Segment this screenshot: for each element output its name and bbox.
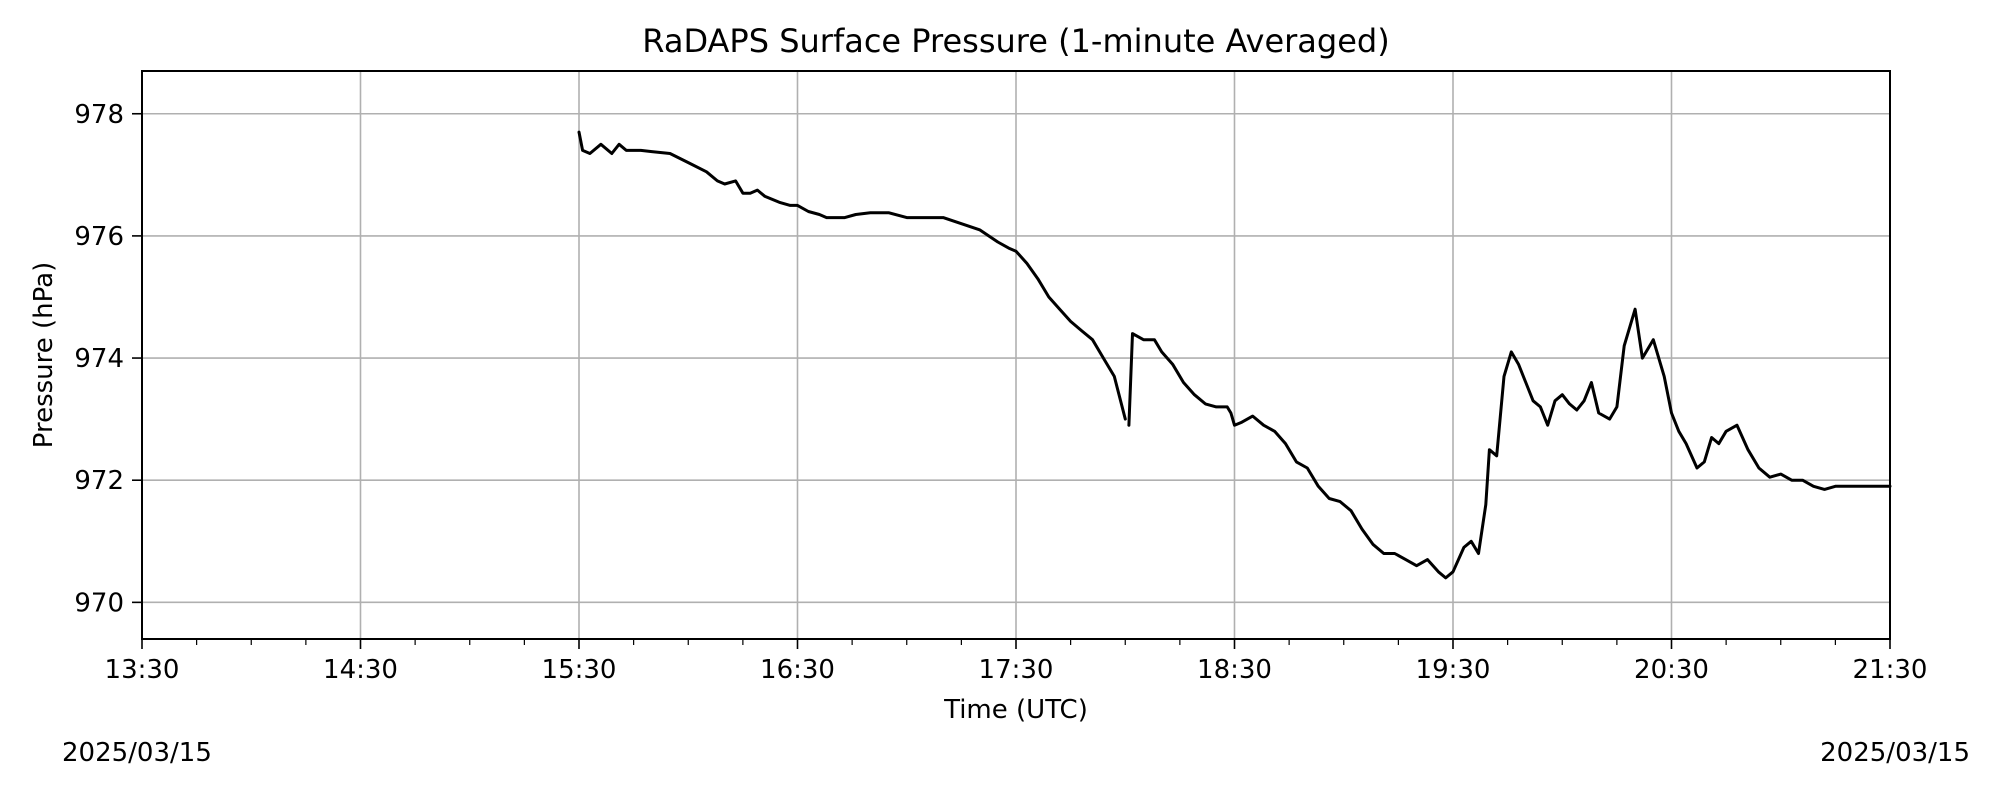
- x-tick-label: 15:30: [542, 655, 617, 685]
- y-axis-label: Pressure (hPa): [29, 262, 59, 449]
- y-tick-label: 974: [74, 344, 124, 374]
- y-tick-label: 970: [74, 588, 124, 618]
- chart-title: RaDAPS Surface Pressure (1-minute Averag…: [642, 22, 1389, 60]
- start-date-label: 2025/03/15: [62, 738, 212, 768]
- y-tick-label: 976: [74, 222, 124, 252]
- pressure-line-segment: [1127, 307, 1892, 580]
- y-tick-label: 978: [74, 100, 124, 130]
- x-axis-label: Time (UTC): [943, 695, 1088, 725]
- pressure-line-segment: [577, 130, 1127, 421]
- x-tick-label: 18:30: [1197, 655, 1272, 685]
- grid: [141, 71, 1891, 639]
- x-tick-label: 13:30: [105, 655, 180, 685]
- x-tick-label: 17:30: [979, 655, 1054, 685]
- y-tick-label: 972: [74, 466, 124, 496]
- x-tick-label: 20:30: [1634, 655, 1709, 685]
- end-date-label: 2025/03/15: [1820, 738, 1970, 768]
- pressure-line-series: [577, 130, 1892, 580]
- axis-ticks: 13:30 14:30 15:30 16:30 17:30 18:30 19:30 20:30…: [74, 100, 1927, 685]
- x-tick-label: 21:30: [1853, 655, 1928, 685]
- x-tick-label: 19:30: [1416, 655, 1491, 685]
- x-tick-label: 16:30: [760, 655, 835, 685]
- x-tick-label: 14:30: [323, 655, 398, 685]
